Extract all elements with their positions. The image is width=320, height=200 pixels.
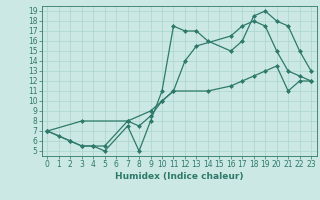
- X-axis label: Humidex (Indice chaleur): Humidex (Indice chaleur): [115, 172, 244, 181]
